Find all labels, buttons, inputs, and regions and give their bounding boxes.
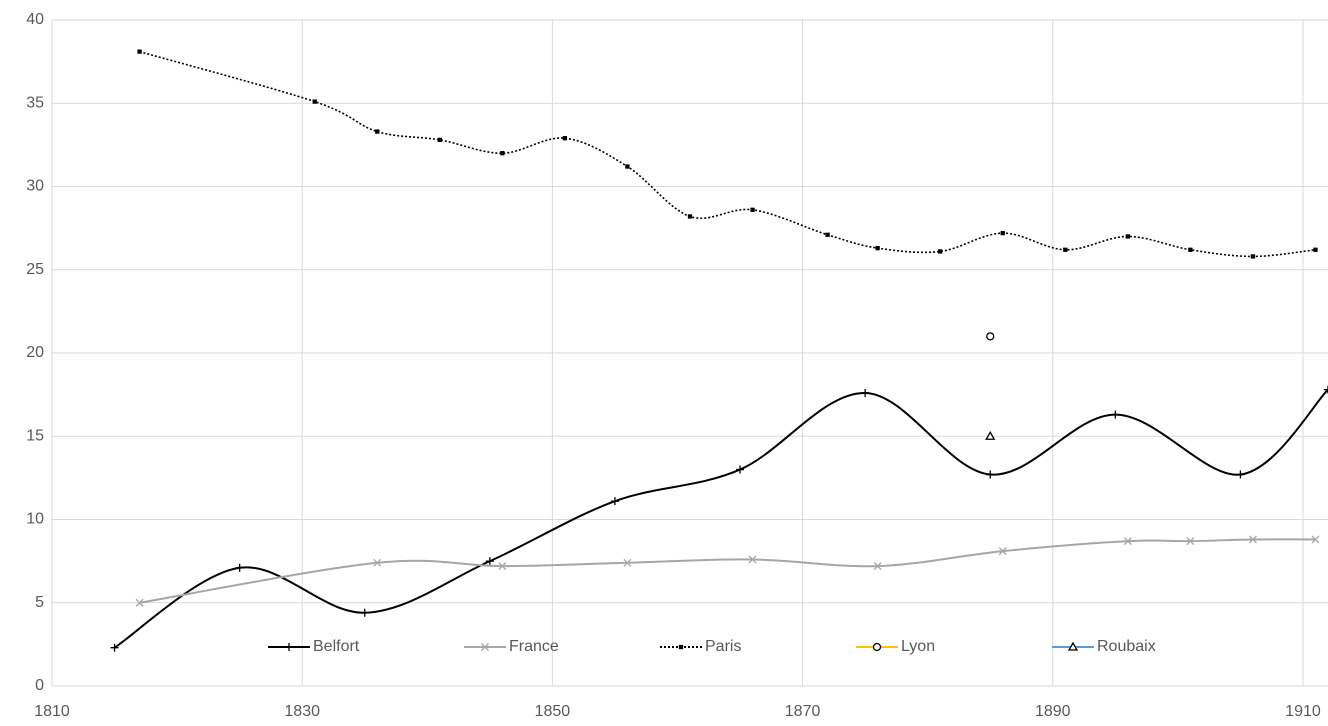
x-tick-label: 1870 bbox=[785, 703, 821, 720]
y-tick-label: 15 bbox=[26, 427, 44, 444]
marker bbox=[1125, 234, 1130, 239]
marker bbox=[623, 558, 632, 567]
marker bbox=[485, 557, 494, 566]
marker bbox=[500, 151, 505, 156]
marker bbox=[1123, 537, 1132, 546]
marker bbox=[1250, 254, 1256, 259]
marker bbox=[998, 547, 1007, 556]
marker bbox=[678, 644, 684, 650]
marker bbox=[312, 99, 317, 104]
x-tick-label: 1890 bbox=[1035, 703, 1071, 720]
legend-label: Paris bbox=[705, 638, 741, 655]
series-line bbox=[114, 388, 1328, 649]
marker bbox=[985, 430, 996, 440]
marker bbox=[873, 562, 882, 571]
marker bbox=[373, 558, 382, 567]
marker bbox=[872, 642, 882, 652]
y-tick-label: 0 bbox=[35, 677, 44, 694]
marker bbox=[1311, 535, 1320, 544]
marker bbox=[137, 49, 142, 54]
marker bbox=[1188, 247, 1193, 252]
legend-item: Roubaix bbox=[1052, 638, 1156, 655]
marker bbox=[1067, 641, 1079, 651]
marker bbox=[1324, 385, 1328, 394]
x-tick-label: 1810 bbox=[34, 703, 70, 720]
marker bbox=[562, 136, 568, 141]
y-tick-label: 30 bbox=[26, 178, 44, 195]
marker bbox=[1248, 535, 1257, 544]
legend-label: Lyon bbox=[901, 638, 935, 655]
legend-label: France bbox=[509, 638, 559, 655]
marker bbox=[875, 245, 880, 251]
marker bbox=[110, 643, 119, 652]
marker bbox=[285, 643, 293, 651]
series-line bbox=[139, 50, 1316, 258]
marker bbox=[748, 555, 757, 564]
marker bbox=[437, 137, 442, 143]
y-tick-label: 40 bbox=[26, 11, 44, 28]
marker bbox=[986, 332, 995, 341]
marker bbox=[986, 470, 995, 479]
marker bbox=[375, 129, 380, 134]
legend-item: Paris bbox=[660, 638, 741, 655]
legend-item: France bbox=[464, 638, 559, 655]
legend-item: Lyon bbox=[856, 638, 935, 655]
marker bbox=[1063, 247, 1068, 252]
legend-item: Belfort bbox=[268, 638, 360, 655]
y-tick-label: 25 bbox=[26, 261, 44, 278]
y-tick-label: 20 bbox=[26, 344, 44, 361]
marker bbox=[861, 388, 870, 397]
x-tick-label: 1830 bbox=[284, 703, 320, 720]
x-tick-label: 1910 bbox=[1285, 703, 1321, 720]
marker bbox=[235, 563, 244, 572]
marker bbox=[736, 465, 745, 474]
marker bbox=[360, 608, 369, 617]
marker bbox=[625, 164, 630, 169]
marker bbox=[1000, 230, 1005, 236]
y-tick-label: 35 bbox=[26, 94, 44, 111]
marker bbox=[1236, 470, 1245, 479]
marker bbox=[687, 214, 693, 219]
marker bbox=[135, 598, 144, 607]
marker bbox=[481, 643, 489, 651]
marker bbox=[1186, 537, 1195, 546]
marker bbox=[610, 497, 619, 506]
x-tick-label: 1850 bbox=[535, 703, 571, 720]
series-line bbox=[139, 538, 1316, 604]
marker bbox=[938, 249, 943, 254]
y-tick-label: 5 bbox=[35, 594, 44, 611]
marker bbox=[825, 232, 830, 237]
marker bbox=[1313, 247, 1318, 252]
marker bbox=[1111, 410, 1120, 419]
marker bbox=[498, 562, 507, 571]
y-tick-label: 10 bbox=[26, 511, 44, 528]
marker bbox=[750, 207, 755, 212]
legend-label: Roubaix bbox=[1097, 638, 1156, 655]
legend-label: Belfort bbox=[313, 638, 360, 655]
